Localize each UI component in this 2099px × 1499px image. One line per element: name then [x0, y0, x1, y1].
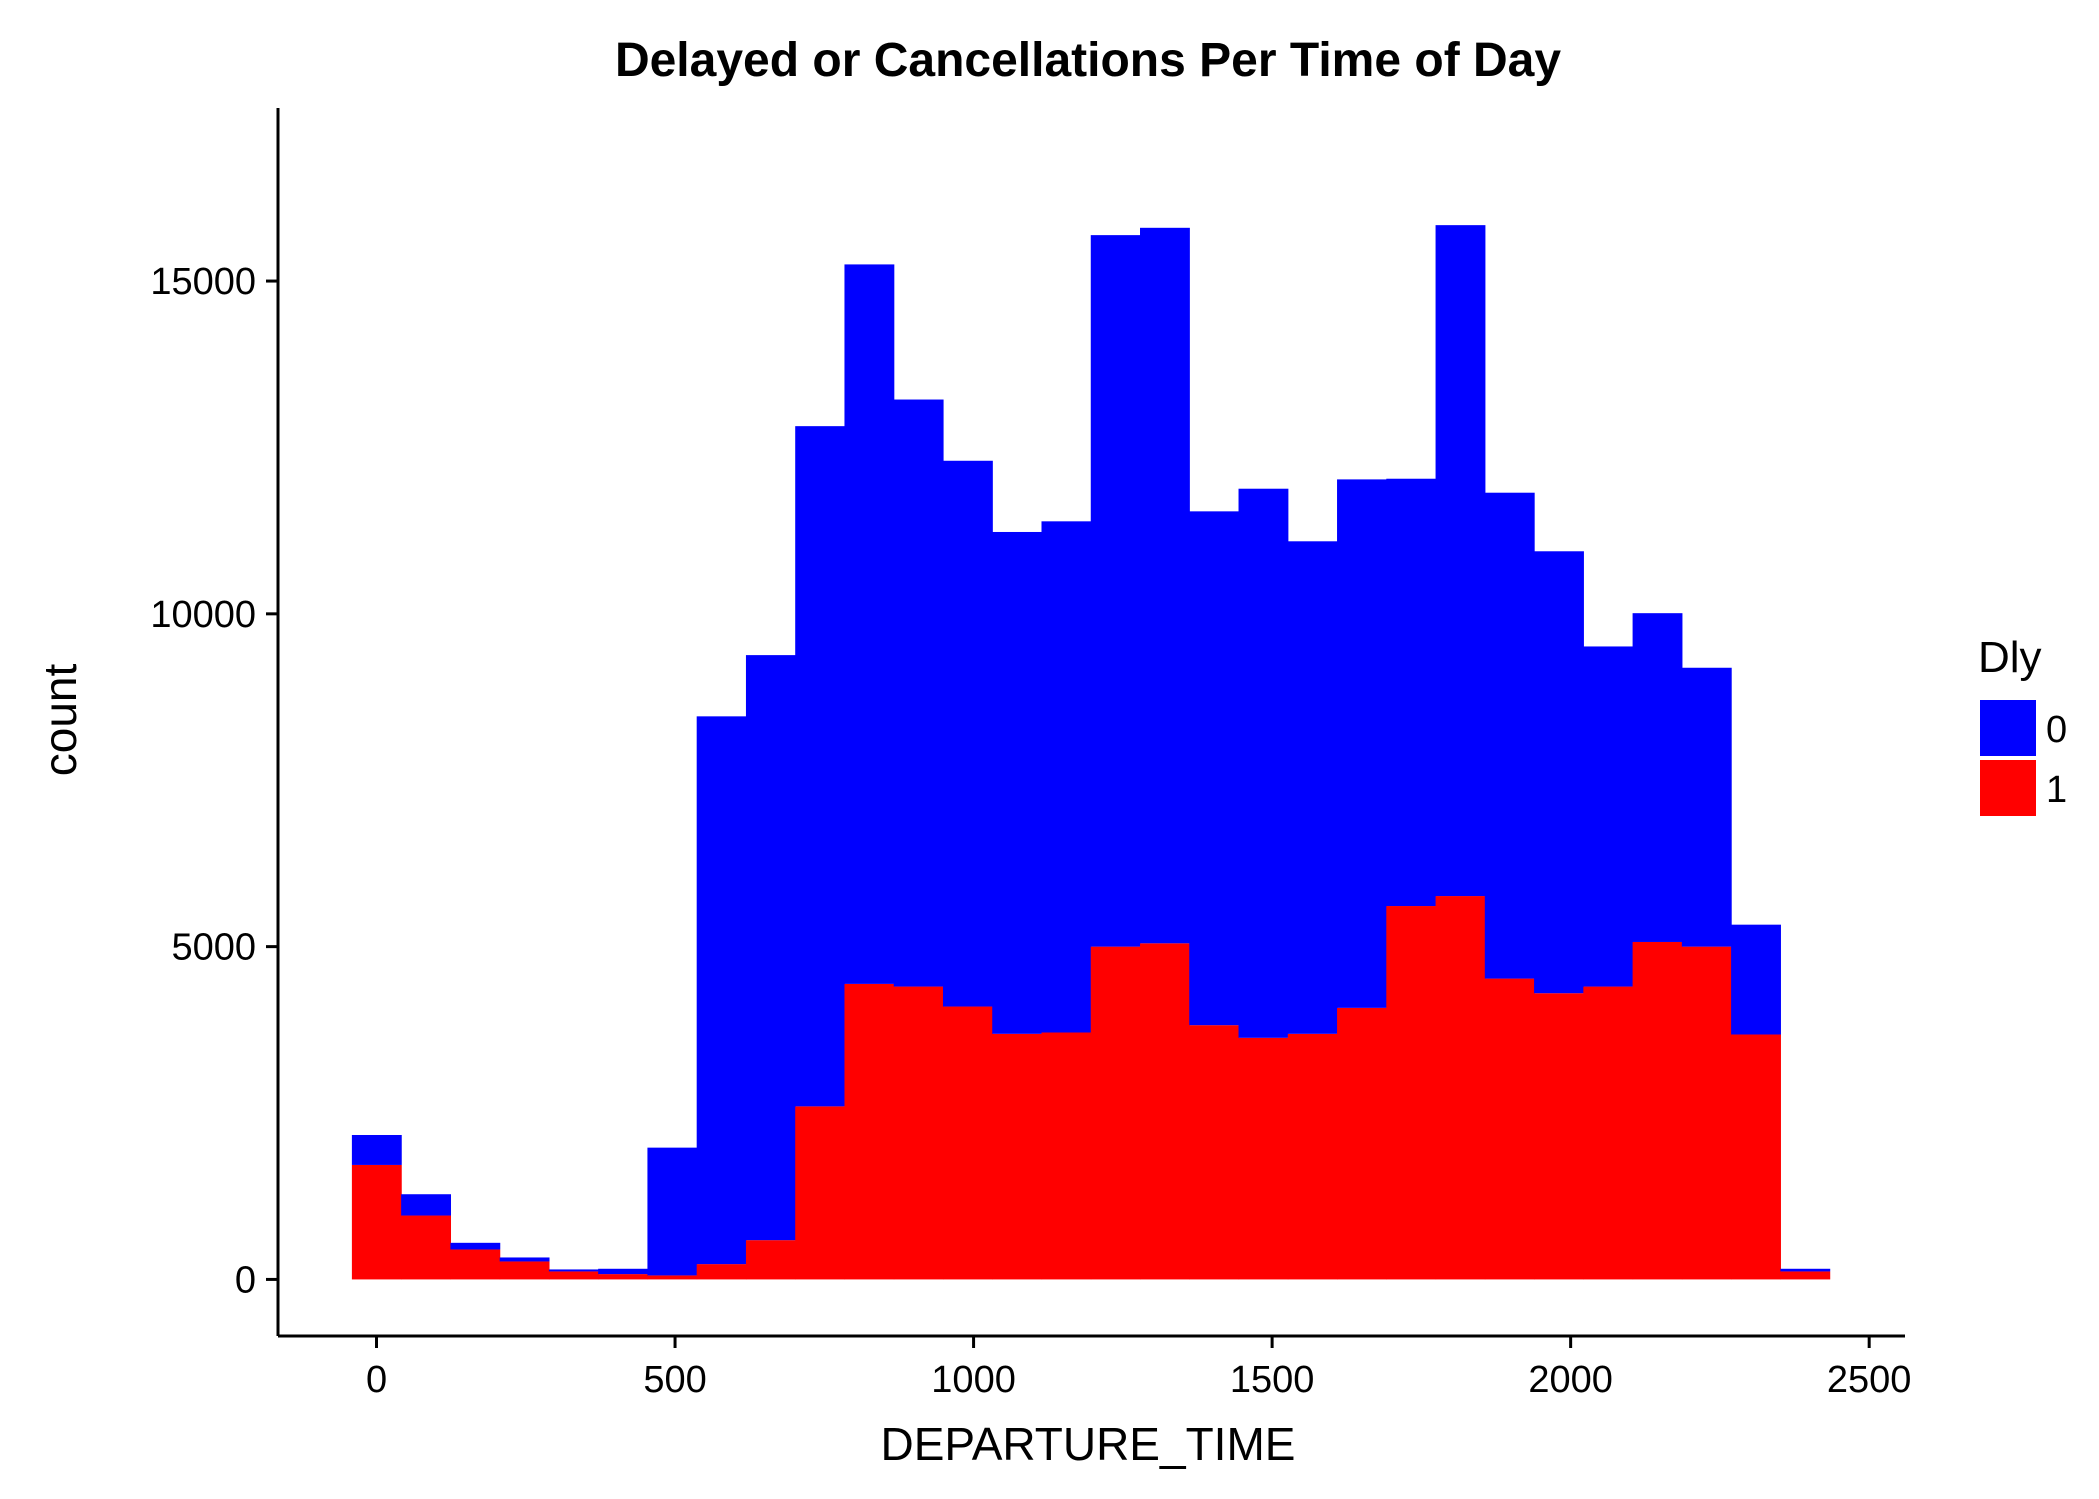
- bar-dly-0-bin-12: [942, 460, 993, 1007]
- bar-dly-0-bin-19: [1287, 541, 1338, 1034]
- bar-dly-0-bin-9: [795, 426, 846, 1107]
- bar-dly-1-bin-25: [1583, 986, 1634, 1280]
- x-axis: 0 500 1000 1500 2000 2500: [278, 1334, 1912, 1401]
- bar-dly-0-bin-17: [1189, 511, 1240, 1026]
- bar-dly-1-bin-19: [1287, 1033, 1338, 1280]
- bar-dly-0-bin-13: [992, 531, 1043, 1034]
- bar-dly-0-bin-0: [351, 1134, 402, 1165]
- bar-dly-0-bin-26: [1632, 613, 1683, 942]
- y-tick-label: 5000: [171, 927, 256, 969]
- legend-label-1: 1: [2046, 769, 2067, 811]
- bar-dly-1-bin-27: [1681, 946, 1732, 1280]
- bar-dly-0-bin-16: [1140, 227, 1190, 944]
- bar-dly-1-bin-12: [942, 1006, 993, 1280]
- bar-dly-0-bin-20: [1337, 479, 1387, 1008]
- bar-dly-1-bin-4: [548, 1271, 599, 1280]
- legend-swatch-0: [1980, 700, 2036, 756]
- bar-dly-1-bin-9: [795, 1106, 846, 1280]
- bar-dly-1-bin-16: [1140, 943, 1190, 1280]
- bar-dly-1-bin-29: [1780, 1271, 1831, 1280]
- bar-dly-0-bin-8: [745, 655, 796, 1241]
- y-axis-title: count: [34, 664, 86, 777]
- bar-dly-1-bin-0: [351, 1164, 402, 1280]
- y-tick-label: 10000: [150, 594, 256, 636]
- bar-dly-1-bin-26: [1632, 941, 1683, 1280]
- bar-dly-0-bin-7: [696, 716, 747, 1265]
- x-tick-label: 2000: [1528, 1359, 1613, 1401]
- bars-layer: [351, 225, 1831, 1280]
- bar-dly-1-bin-5: [598, 1274, 649, 1280]
- bar-dly-0-bin-28: [1731, 924, 1781, 1035]
- bar-dly-0-bin-15: [1090, 235, 1141, 947]
- bar-dly-1-bin-1: [401, 1215, 452, 1280]
- bar-dly-0-bin-10: [844, 264, 895, 984]
- bar-dly-1-bin-22: [1435, 896, 1486, 1280]
- bar-dly-1-bin-14: [1041, 1032, 1092, 1280]
- bar-dly-1-bin-7: [696, 1264, 747, 1280]
- bar-dly-1-bin-28: [1731, 1034, 1781, 1280]
- bar-dly-0-bin-2: [450, 1242, 501, 1250]
- legend-swatch-1: [1980, 760, 2036, 816]
- x-tick-label: 0: [366, 1359, 387, 1401]
- x-axis-title: DEPARTURE_TIME: [881, 1418, 1296, 1470]
- legend-title: Dly: [1978, 633, 2042, 682]
- bar-dly-0-bin-5: [598, 1268, 649, 1275]
- bar-dly-1-bin-10: [844, 983, 895, 1280]
- bar-dly-1-bin-24: [1534, 993, 1584, 1280]
- bar-dly-1-bin-13: [992, 1033, 1043, 1280]
- bar-dly-0-bin-4: [548, 1269, 599, 1272]
- legend-label-0: 0: [2046, 709, 2067, 751]
- bar-dly-1-bin-23: [1484, 978, 1535, 1280]
- bar-dly-0-bin-14: [1041, 521, 1092, 1033]
- bar-dly-1-bin-18: [1238, 1037, 1289, 1280]
- bar-dly-1-bin-15: [1090, 946, 1141, 1280]
- bar-dly-0-bin-1: [401, 1194, 452, 1216]
- bar-dly-0-bin-11: [893, 399, 944, 987]
- bar-dly-0-bin-3: [499, 1257, 550, 1262]
- bar-dly-1-bin-17: [1189, 1025, 1240, 1280]
- bar-dly-1-bin-11: [893, 986, 944, 1280]
- chart-title: Delayed or Cancellations Per Time of Day: [615, 34, 1561, 87]
- bar-dly-0-bin-29: [1780, 1268, 1831, 1272]
- bar-dly-0-bin-18: [1238, 488, 1289, 1038]
- y-tick-label: 0: [235, 1259, 256, 1301]
- bar-dly-1-bin-2: [450, 1249, 501, 1280]
- bar-dly-0-bin-21: [1386, 478, 1437, 907]
- bar-dly-1-bin-21: [1386, 906, 1437, 1280]
- bar-dly-1-bin-8: [745, 1240, 796, 1280]
- x-tick-label: 1500: [1230, 1359, 1315, 1401]
- bar-dly-0-bin-23: [1484, 492, 1535, 979]
- y-axis: 0 5000 10000 15000: [150, 108, 280, 1336]
- bar-dly-0-bin-25: [1583, 646, 1634, 987]
- bar-dly-0-bin-6: [647, 1147, 698, 1276]
- bar-dly-1-bin-3: [499, 1261, 550, 1280]
- y-tick-label: 15000: [150, 261, 256, 303]
- x-tick-label: 2500: [1827, 1359, 1912, 1401]
- bar-dly-0-bin-22: [1435, 225, 1486, 897]
- x-tick-label: 500: [643, 1359, 706, 1401]
- bar-dly-0-bin-27: [1681, 667, 1732, 947]
- bar-dly-0-bin-24: [1534, 551, 1584, 994]
- bar-dly-1-bin-6: [647, 1275, 698, 1280]
- x-tick-label: 1000: [931, 1359, 1016, 1401]
- bar-dly-1-bin-20: [1337, 1007, 1387, 1280]
